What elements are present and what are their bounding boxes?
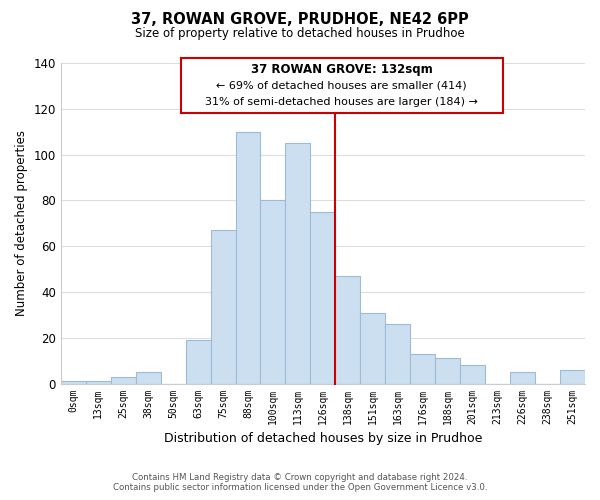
Text: 31% of semi-detached houses are larger (184) →: 31% of semi-detached houses are larger (…: [205, 97, 478, 107]
Bar: [260, 200, 286, 384]
Bar: [435, 358, 460, 384]
Text: 37 ROWAN GROVE: 132sqm: 37 ROWAN GROVE: 132sqm: [251, 64, 433, 76]
Text: 37, ROWAN GROVE, PRUDHOE, NE42 6PP: 37, ROWAN GROVE, PRUDHOE, NE42 6PP: [131, 12, 469, 28]
Bar: [286, 143, 310, 384]
X-axis label: Distribution of detached houses by size in Prudhoe: Distribution of detached houses by size …: [164, 432, 482, 445]
Bar: [185, 340, 211, 384]
Text: Size of property relative to detached houses in Prudhoe: Size of property relative to detached ho…: [135, 28, 465, 40]
Bar: [211, 230, 236, 384]
Bar: [510, 372, 535, 384]
Bar: [136, 372, 161, 384]
Text: Contains HM Land Registry data © Crown copyright and database right 2024.
Contai: Contains HM Land Registry data © Crown c…: [113, 473, 487, 492]
Bar: [61, 382, 86, 384]
Bar: [410, 354, 435, 384]
Bar: [236, 132, 260, 384]
Bar: [111, 376, 136, 384]
Bar: [335, 276, 361, 384]
Bar: [86, 382, 111, 384]
Text: ← 69% of detached houses are smaller (414): ← 69% of detached houses are smaller (41…: [217, 81, 467, 91]
FancyBboxPatch shape: [181, 58, 503, 114]
Bar: [385, 324, 410, 384]
Bar: [560, 370, 585, 384]
Bar: [361, 312, 385, 384]
Bar: [310, 212, 335, 384]
Y-axis label: Number of detached properties: Number of detached properties: [15, 130, 28, 316]
Bar: [460, 365, 485, 384]
